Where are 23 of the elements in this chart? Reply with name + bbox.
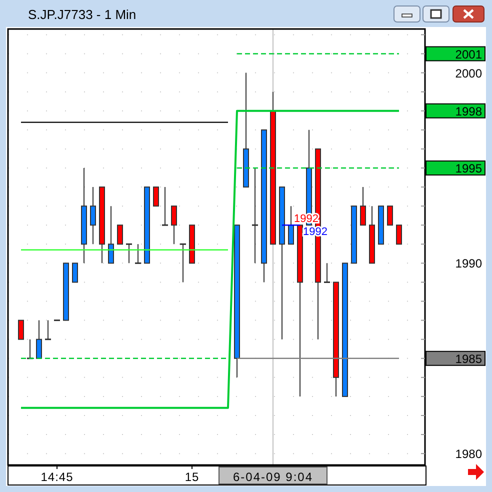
candlestick <box>387 206 393 226</box>
candlestick <box>396 224 402 245</box>
chart-title: S.JP.J7733 - 1 Min <box>28 7 136 22</box>
candlestick <box>360 186 366 226</box>
y-tick-label: 1995 <box>455 161 482 176</box>
candlestick <box>72 262 78 283</box>
candlestick <box>108 206 114 264</box>
y-tick-label: 2001 <box>455 47 482 62</box>
x-tick-label: 6-04-09 9:04 <box>232 470 314 484</box>
candlestick <box>90 186 96 245</box>
x-tick-label: 14:45 <box>40 470 74 484</box>
y-tick-label: 1998 <box>455 104 482 118</box>
candlestick <box>153 186 159 207</box>
x-tick-label: 15 <box>184 470 200 484</box>
candlestick <box>36 320 42 359</box>
candlestick <box>18 320 24 340</box>
candlestick <box>171 206 177 245</box>
candlestick <box>117 224 123 245</box>
y-tick-label: 2000 <box>455 66 482 80</box>
y-tick-label: 1985 <box>455 352 482 366</box>
y-tick-label: 1990 <box>455 256 482 271</box>
candlestick <box>288 206 294 245</box>
y-tick-label: 1980 <box>455 447 482 462</box>
